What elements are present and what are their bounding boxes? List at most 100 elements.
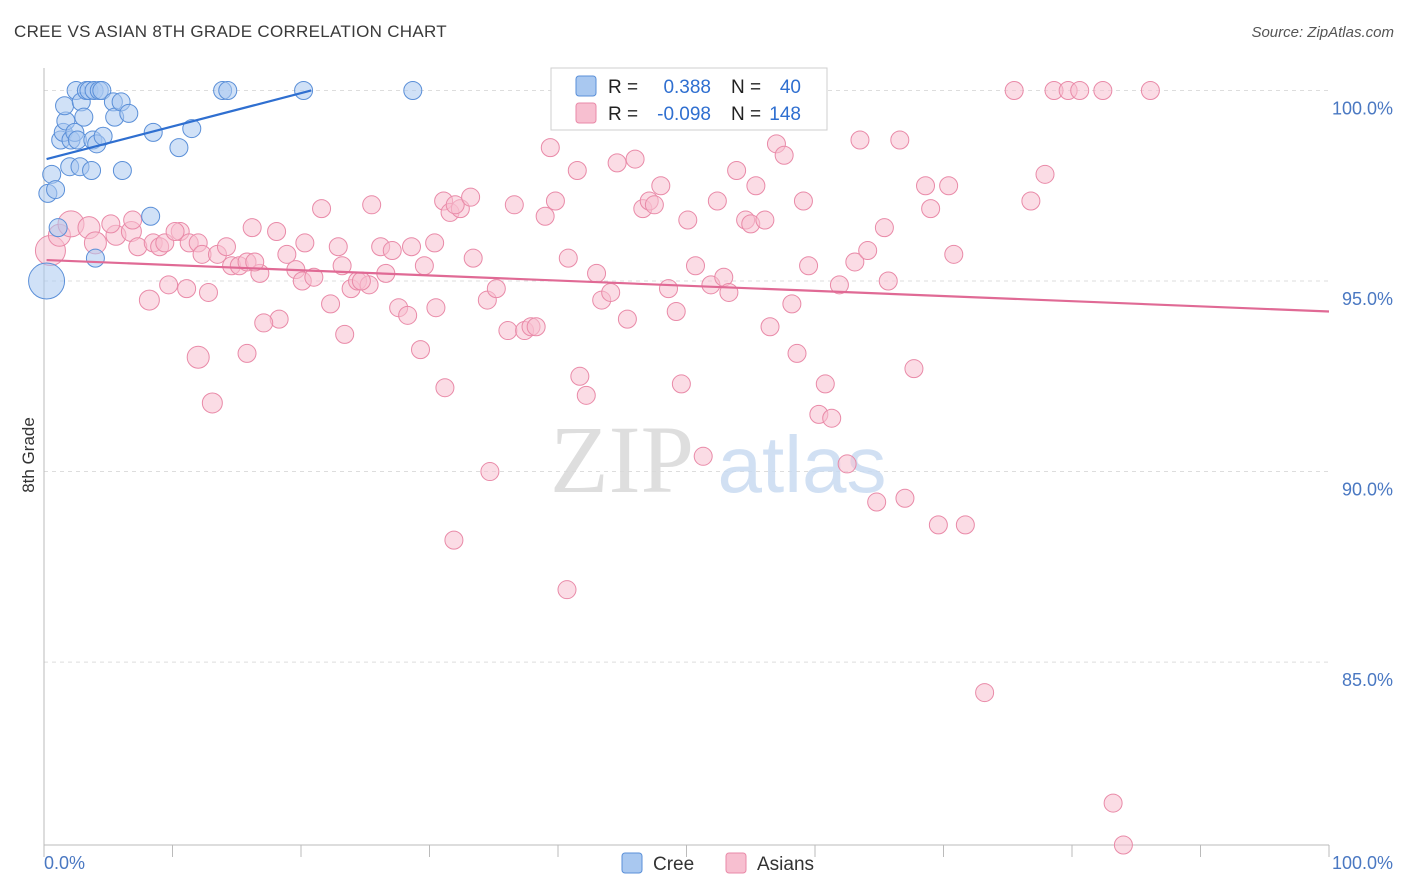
series-legend: Cree Asians (621, 852, 814, 875)
asians-point-71 (644, 195, 664, 215)
series-legend-label-cree: Cree (653, 854, 694, 875)
asians-point-147 (461, 187, 481, 207)
asians-point-63 (587, 263, 607, 283)
legend-r-label-2: R = (608, 104, 638, 125)
asians-point-118 (1035, 164, 1055, 184)
asians-point-106 (890, 130, 910, 150)
cree-point-3 (46, 180, 66, 200)
asians-point-92 (787, 343, 807, 363)
asians-point-136 (159, 275, 179, 295)
asians-point-62 (576, 385, 596, 405)
asians-point-59 (558, 248, 578, 268)
asians-point-116 (1004, 80, 1024, 100)
asians-point-121 (1070, 80, 1090, 100)
legend-swatch-cree (575, 75, 597, 97)
cree-point-25 (92, 80, 112, 100)
asians-point-29 (312, 199, 332, 219)
asians-point-124 (1113, 835, 1133, 855)
y-tick-label-1: 95.0% (1342, 289, 1393, 309)
asians-point-96 (815, 374, 835, 394)
asians-point-51 (498, 321, 518, 341)
asians-point-12 (123, 210, 143, 230)
legend-n-value-2: 148 (769, 104, 801, 125)
asians-point-78 (693, 446, 713, 466)
asians-point-39 (398, 305, 418, 325)
asians-point-142 (304, 267, 324, 287)
watermark-zip: ZIP (550, 406, 694, 513)
asians-point-122 (1093, 80, 1113, 100)
asians-point-80 (707, 191, 727, 211)
asians-point-105 (878, 271, 898, 291)
series-legend-swatch-cree (621, 852, 643, 874)
asians-point-87 (755, 210, 775, 230)
asians-point-130 (138, 289, 160, 311)
asians-point-86 (746, 176, 766, 196)
cree-point-8 (55, 96, 75, 116)
asians-point-66 (607, 153, 627, 173)
asians-point-98 (829, 275, 849, 295)
asians-point-128 (557, 580, 577, 600)
legend-n-label-2: N = (731, 104, 761, 125)
asians-point-7 (101, 214, 121, 234)
asians-point-114 (955, 515, 975, 535)
asians-point-123 (1140, 80, 1160, 100)
asians-point-113 (944, 244, 964, 264)
asians-point-135 (435, 378, 455, 398)
asians-point-103 (867, 492, 887, 512)
asians-point-146 (411, 340, 431, 360)
series-legend-swatch-asians (725, 852, 747, 874)
asians-point-55 (526, 317, 546, 337)
asians-point-31 (332, 256, 352, 276)
asians-point-115 (975, 683, 995, 703)
asians-point-43 (426, 298, 446, 318)
asians-point-61 (570, 366, 590, 386)
cree-point-19 (82, 161, 102, 181)
cree-point-4 (48, 218, 68, 238)
x-tick-label-1: 100.0% (1332, 853, 1393, 873)
x-tick-label-0: 0.0% (44, 853, 85, 873)
asians-point-93 (793, 191, 813, 211)
legend-box (550, 67, 828, 131)
asians-point-47 (445, 195, 465, 215)
asians-point-48 (463, 248, 483, 268)
cree-point-34 (169, 138, 189, 158)
cree-point-30 (112, 161, 132, 181)
legend-r-value-2: -0.098 (657, 104, 711, 125)
y-tick-label-2: 90.0% (1342, 480, 1393, 500)
asians-point-101 (850, 130, 870, 150)
y-tick-label-0: 100.0% (1332, 98, 1393, 118)
asians-point-30 (321, 294, 341, 314)
series-asians-points (34, 80, 1160, 855)
asians-point-90 (774, 145, 794, 165)
cree-point-24 (85, 248, 105, 268)
asians-point-139 (245, 252, 265, 272)
asians-point-102 (858, 241, 878, 261)
asians-point-26 (277, 244, 297, 264)
cree-point-16 (74, 107, 94, 127)
trend-line-cree (46, 89, 312, 161)
asians-point-138 (198, 282, 218, 302)
asians-point-137 (177, 279, 197, 299)
legend-r-label-1: R = (608, 77, 638, 98)
asians-point-65 (601, 282, 621, 302)
asians-point-134 (237, 343, 257, 363)
y-axis-label: 8th Grade (19, 417, 38, 493)
cree-point-37 (218, 80, 238, 100)
asians-point-57 (540, 138, 560, 158)
asians-point-50 (486, 279, 506, 299)
asians-point-100 (845, 252, 865, 272)
asians-point-141 (295, 233, 315, 253)
y-tick-label-3: 85.0% (1342, 670, 1393, 690)
asians-point-126 (444, 530, 464, 550)
asians-point-117 (1021, 191, 1041, 211)
asians-point-140 (254, 313, 274, 333)
asians-point-42 (425, 233, 445, 253)
asians-point-108 (904, 359, 924, 379)
asians-point-75 (671, 374, 691, 394)
asians-point-58 (545, 191, 565, 211)
x-tick-labels: 0.0% 100.0% (44, 853, 1393, 873)
asians-point-125 (1103, 793, 1123, 813)
asians-point-37 (362, 195, 382, 215)
asians-point-110 (921, 199, 941, 219)
